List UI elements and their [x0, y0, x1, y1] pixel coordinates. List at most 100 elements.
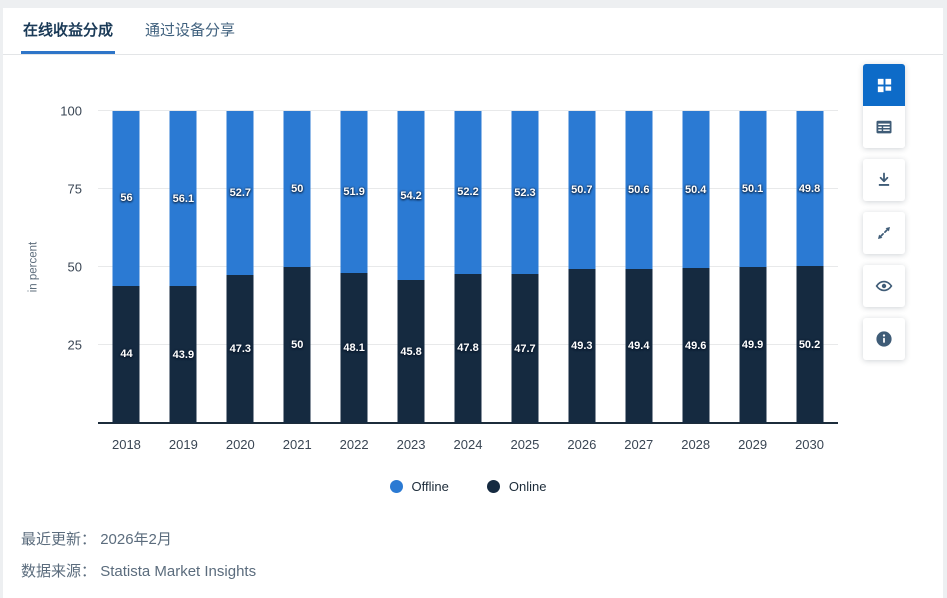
- x-tick-label: 2020: [225, 437, 255, 452]
- expand-arrows-icon: [878, 227, 890, 239]
- offline-segment[interactable]: 54.2: [397, 111, 425, 281]
- last-updated: 最近更新： 2026年2月: [21, 524, 943, 556]
- bar-value-label: 52.2: [457, 186, 479, 199]
- toggle-visibility-button[interactable]: [863, 265, 905, 307]
- online-segment[interactable]: 48.1: [340, 272, 368, 423]
- legend-label: Offline: [411, 479, 449, 494]
- stacked-bar-2022[interactable]: 51.9 48.1: [340, 111, 368, 423]
- offline-segment[interactable]: 56: [112, 111, 140, 286]
- online-segment[interactable]: 45.8: [397, 280, 425, 423]
- online-segment[interactable]: 49.9: [739, 267, 767, 423]
- bar-value-label: 49.9: [741, 339, 764, 352]
- x-tick-label: 2028: [681, 437, 711, 452]
- stacked-bar-2029[interactable]: 50.1 49.9: [739, 111, 767, 423]
- online-segment[interactable]: 49.4: [625, 268, 653, 423]
- stacked-bar-2025[interactable]: 52.3 47.7: [511, 111, 539, 423]
- x-tick-label: 2027: [624, 437, 654, 452]
- x-tick-label: 2022: [339, 437, 369, 452]
- data-source-label: 数据来源：: [21, 563, 97, 580]
- x-tick-label: 2024: [453, 437, 483, 452]
- bar-value-label: 43.9: [172, 348, 195, 361]
- y-tick-label: 100: [60, 103, 82, 119]
- table-view-button[interactable]: [863, 106, 905, 148]
- bar-value-label: 50.4: [684, 183, 707, 196]
- online-segment[interactable]: 47.7: [511, 274, 539, 423]
- stacked-bar-2019[interactable]: 56.1 43.9: [169, 111, 197, 423]
- x-axis-line: [98, 422, 838, 424]
- bar-value-label: 52.3: [514, 186, 536, 199]
- bar-value-label: 47.3: [229, 343, 251, 356]
- online-segment[interactable]: 47.3: [226, 275, 254, 423]
- table-icon: [876, 120, 892, 134]
- x-tick-label: 2026: [567, 437, 597, 452]
- y-tick-label: 75: [67, 181, 82, 197]
- offline-segment[interactable]: 51.9: [340, 111, 368, 273]
- y-axis-title: in percent: [27, 241, 40, 293]
- offline-segment[interactable]: 50.1: [739, 111, 767, 268]
- offline-segment[interactable]: 50.6: [625, 111, 653, 269]
- stacked-bar-chart: in percent 2018 2019 2020 2021 2022 2023 2024 2…: [27, 104, 838, 452]
- x-tick-label: 2018: [111, 437, 141, 452]
- bar-value-label: 50.1: [741, 183, 764, 196]
- grid-icon: [877, 78, 891, 92]
- legend-item-offline[interactable]: Offline: [389, 479, 449, 494]
- stacked-bar-2024[interactable]: 52.2 47.8: [454, 111, 482, 423]
- legend-dot: [389, 480, 403, 493]
- offline-segment[interactable]: 52.7: [226, 111, 254, 276]
- chart-legend: Offline Online: [98, 479, 838, 494]
- stacked-bar-2028[interactable]: 50.4 49.6: [682, 111, 710, 423]
- bar-value-label: 47.8: [457, 342, 479, 355]
- online-segment[interactable]: 50: [283, 267, 311, 423]
- info-icon: [876, 331, 892, 347]
- stacked-bar-2021[interactable]: 50 50: [283, 111, 311, 423]
- bar-value-label: 48.1: [343, 341, 365, 354]
- online-segment[interactable]: 44: [112, 285, 140, 423]
- x-tick-label: 2029: [738, 437, 768, 452]
- x-tick-label: 2021: [282, 437, 312, 452]
- bar-value-label: 49.8: [798, 182, 821, 195]
- bar-value-label: 49.3: [571, 340, 593, 353]
- bar-value-label: 49.4: [628, 339, 650, 352]
- stacked-bar-2023[interactable]: 54.2 45.8: [397, 111, 425, 423]
- fullscreen-button[interactable]: [863, 212, 905, 254]
- data-source: 数据来源： Statista Market Insights: [21, 556, 943, 588]
- bar-value-label: 50.7: [571, 184, 593, 197]
- offline-segment[interactable]: 52.2: [454, 111, 482, 274]
- online-segment[interactable]: 47.8: [454, 273, 482, 423]
- online-segment[interactable]: 49.3: [568, 269, 596, 423]
- data-source-value: Statista Market Insights: [100, 563, 257, 580]
- y-tick-label: 25: [67, 337, 82, 353]
- footer: 最近更新： 2026年2月 数据来源： Statista Market Insi…: [21, 524, 943, 588]
- stacked-bar-2030[interactable]: 49.8 50.2: [796, 111, 824, 423]
- bar-value-label: 47.7: [514, 342, 536, 355]
- tab-share-by-device[interactable]: 通过设备分享: [145, 22, 236, 39]
- online-segment[interactable]: 50.2: [796, 266, 824, 423]
- download-button[interactable]: [863, 159, 905, 201]
- gridline: [98, 110, 838, 111]
- legend-label: Online: [508, 479, 547, 494]
- bar-value-label: 54.2: [400, 189, 422, 202]
- stacked-bar-2020[interactable]: 52.7 47.3: [226, 111, 254, 423]
- bar-value-label: 52.7: [229, 187, 251, 200]
- bar-value-label: 50.2: [798, 338, 821, 351]
- bar-value-label: 50: [291, 339, 304, 351]
- offline-segment[interactable]: 52.3: [511, 111, 539, 275]
- offline-segment[interactable]: 49.8: [796, 111, 824, 267]
- online-segment[interactable]: 43.9: [169, 286, 197, 423]
- stacked-bar-2018[interactable]: 56 44: [112, 111, 140, 423]
- x-tick-label: 2019: [168, 437, 198, 452]
- info-button[interactable]: [863, 318, 905, 360]
- tab-online-revenue-split[interactable]: 在线收益分成: [21, 21, 116, 54]
- chart-view-button[interactable]: [863, 64, 905, 106]
- offline-segment[interactable]: 50.4: [682, 111, 710, 269]
- legend-item-online[interactable]: Online: [486, 479, 547, 494]
- stacked-bar-2027[interactable]: 50.6 49.4: [625, 111, 653, 423]
- online-segment[interactable]: 49.6: [682, 268, 710, 423]
- last-updated-value: 2026年2月: [100, 531, 172, 548]
- stacked-bar-2026[interactable]: 50.7 49.3: [568, 111, 596, 423]
- bar-value-label: 50: [291, 183, 304, 195]
- offline-segment[interactable]: 50: [283, 111, 311, 267]
- offline-segment[interactable]: 50.7: [568, 111, 596, 270]
- bar-value-label: 45.8: [400, 345, 422, 358]
- offline-segment[interactable]: 56.1: [169, 111, 197, 287]
